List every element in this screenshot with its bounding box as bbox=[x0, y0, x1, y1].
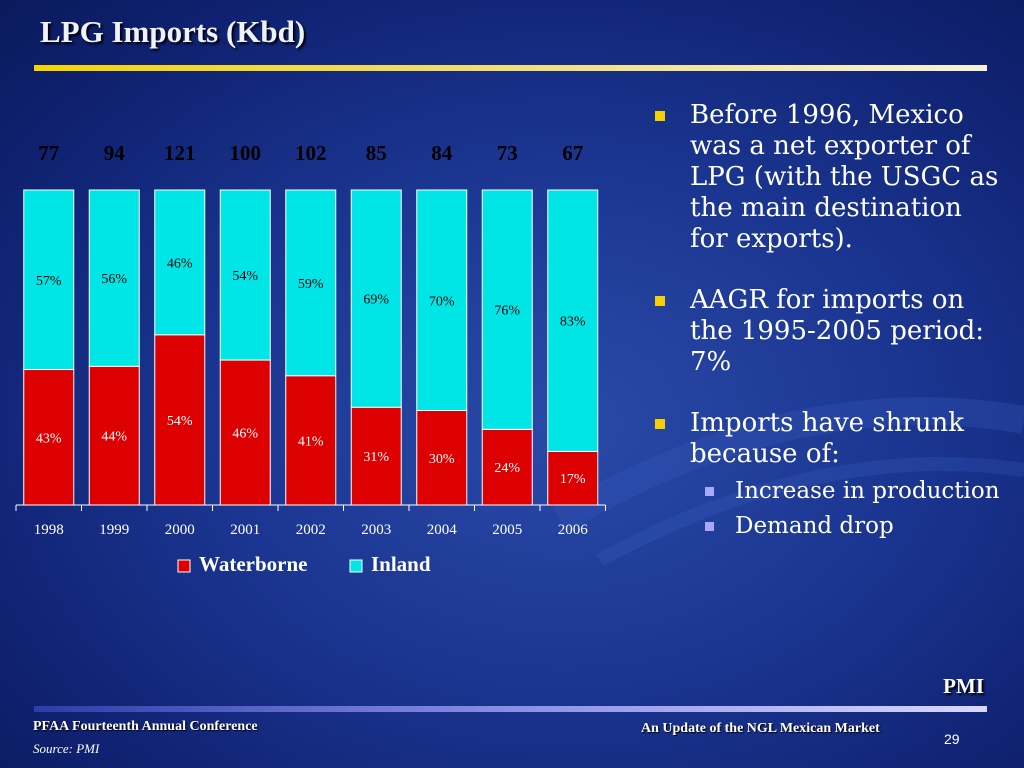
waterborne-percent-label: 44% bbox=[101, 430, 127, 445]
total-label: 121 bbox=[164, 141, 196, 165]
bullet-square-icon bbox=[655, 419, 665, 429]
bullet-text: Before 1996, Mexico was a net exporter o… bbox=[690, 100, 999, 254]
sub-bullet-item: Increase in production bbox=[650, 478, 1000, 505]
x-tick-label: 2002 bbox=[296, 522, 326, 538]
waterborne-percent-label: 43% bbox=[36, 431, 62, 446]
x-tick-label: 1998 bbox=[34, 522, 64, 538]
bar-segment-waterborne bbox=[350, 406, 402, 506]
pmi-label: PMI bbox=[943, 674, 984, 698]
bullet-text: Imports have shrunk because of: bbox=[690, 408, 965, 469]
bar-segment-waterborne bbox=[481, 428, 533, 506]
sub-bullet-text: Increase in production bbox=[735, 478, 1000, 504]
waterborne-percent-label: 24% bbox=[494, 461, 520, 476]
waterborne-percent-label: 31% bbox=[363, 450, 389, 465]
total-label: 85 bbox=[366, 141, 387, 165]
inland-percent-label: 76% bbox=[494, 304, 520, 319]
sub-bullet-square-icon bbox=[705, 522, 714, 531]
bullet-square-icon bbox=[655, 296, 665, 306]
inland-percent-label: 70% bbox=[429, 294, 455, 309]
inland-percent-label: 59% bbox=[298, 277, 324, 292]
total-label: 100 bbox=[230, 141, 262, 165]
inland-percent-label: 83% bbox=[560, 315, 586, 330]
lpg-imports-chart: 57% 43% 77 1998 56% 44% 94 1999 46% 54% 121 2000 54%… bbox=[15, 141, 606, 576]
bar-segment-inland bbox=[23, 189, 75, 371]
total-label: 77 bbox=[38, 141, 59, 165]
x-tick-label: 1999 bbox=[99, 522, 129, 538]
bullet-item: AAGR for imports on the 1995-2005 period… bbox=[650, 285, 1000, 378]
x-tick-label: 2003 bbox=[361, 522, 391, 538]
total-label: 84 bbox=[431, 141, 453, 165]
waterborne-percent-label: 54% bbox=[167, 414, 193, 429]
legend-label-waterborne: Waterborne bbox=[199, 552, 307, 576]
legend-swatch-inland bbox=[349, 559, 363, 573]
inland-percent-label: 56% bbox=[101, 272, 127, 287]
inland-percent-label: 69% bbox=[363, 293, 389, 308]
total-label: 102 bbox=[295, 141, 327, 165]
total-label: 67 bbox=[562, 141, 583, 165]
bullet-text: AAGR for imports on the 1995-2005 period… bbox=[690, 285, 985, 377]
waterborne-percent-label: 30% bbox=[429, 452, 455, 467]
bar-segment-waterborne bbox=[285, 375, 337, 506]
total-label: 94 bbox=[104, 141, 126, 165]
bullet-item: Before 1996, Mexico was a net exporter o… bbox=[650, 100, 1000, 255]
slide-title: LPG Imports (Kbd) bbox=[40, 14, 306, 49]
waterborne-percent-label: 41% bbox=[298, 434, 324, 449]
legend-swatch-waterborne bbox=[177, 559, 191, 573]
inland-percent-label: 57% bbox=[36, 274, 62, 289]
bar-segment-waterborne bbox=[154, 334, 206, 506]
x-tick-label: 2004 bbox=[427, 522, 458, 538]
sub-bullet-item: Demand drop bbox=[650, 513, 1000, 540]
waterborne-percent-label: 46% bbox=[232, 427, 258, 442]
sub-bullet-square-icon bbox=[705, 487, 714, 496]
bullet-list: Before 1996, Mexico was a net exporter o… bbox=[650, 100, 1000, 540]
page-number: 29 bbox=[944, 731, 960, 747]
inland-percent-label: 54% bbox=[232, 269, 258, 284]
bar-segment-inland bbox=[481, 189, 533, 430]
legend-label-inland: Inland bbox=[371, 552, 431, 576]
bar-segment-inland bbox=[154, 189, 206, 336]
bar-segment-waterborne bbox=[23, 369, 75, 506]
total-label: 73 bbox=[497, 141, 518, 165]
x-tick-label: 2001 bbox=[230, 522, 260, 538]
bar-segment-inland bbox=[88, 189, 140, 367]
presentation-name: An Update of the NGL Mexican Market bbox=[641, 721, 880, 736]
inland-percent-label: 46% bbox=[167, 256, 193, 271]
title-underline bbox=[34, 65, 987, 71]
bar-segment-inland bbox=[350, 189, 402, 408]
waterborne-percent-label: 17% bbox=[560, 472, 586, 487]
source-note: Source: PMI bbox=[33, 741, 100, 756]
conference-name: PFAA Fourteenth Annual Conference bbox=[33, 719, 258, 734]
bullet-item: Imports have shrunk because of: bbox=[650, 408, 1000, 470]
bar-segment-waterborne bbox=[416, 410, 468, 506]
bullet-square-icon bbox=[655, 111, 665, 121]
footer-rule bbox=[34, 706, 987, 712]
x-tick-label: 2005 bbox=[492, 522, 522, 538]
bar-segment-waterborne bbox=[219, 359, 271, 506]
x-tick-label: 2000 bbox=[165, 522, 195, 538]
bar-segment-inland bbox=[219, 189, 271, 361]
sub-bullet-text: Demand drop bbox=[735, 513, 894, 539]
bar-segment-waterborne bbox=[547, 450, 599, 506]
x-tick-label: 2006 bbox=[558, 522, 589, 538]
